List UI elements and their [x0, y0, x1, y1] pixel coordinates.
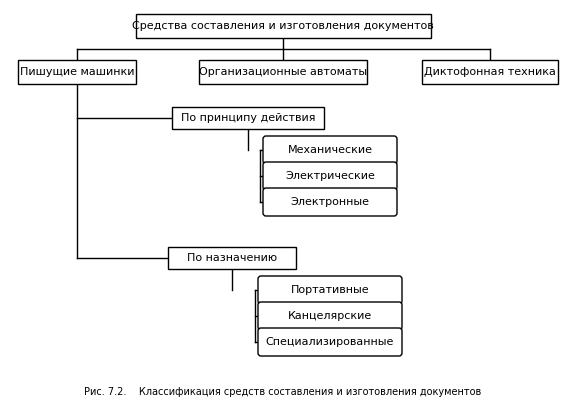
Text: Пишущие машинки: Пишущие машинки — [20, 67, 134, 77]
FancyBboxPatch shape — [258, 276, 402, 304]
FancyBboxPatch shape — [422, 60, 558, 84]
FancyBboxPatch shape — [168, 247, 296, 269]
FancyBboxPatch shape — [172, 107, 324, 129]
FancyBboxPatch shape — [135, 14, 431, 38]
Text: Канцелярские: Канцелярские — [288, 311, 372, 321]
FancyBboxPatch shape — [263, 188, 397, 216]
Text: Специализированные: Специализированные — [266, 337, 394, 347]
Text: Рис. 7.2.    Классификация средств составления и изготовления документов: Рис. 7.2. Классификация средств составле… — [84, 387, 482, 397]
FancyBboxPatch shape — [199, 60, 367, 84]
Text: Электрические: Электрические — [285, 171, 375, 181]
FancyBboxPatch shape — [263, 162, 397, 190]
Text: Портативные: Портативные — [291, 285, 369, 295]
Text: По назначению: По назначению — [187, 253, 277, 263]
Text: По принципу действия: По принципу действия — [181, 113, 315, 123]
Text: Диктофонная техника: Диктофонная техника — [424, 67, 556, 77]
FancyBboxPatch shape — [18, 60, 136, 84]
Text: Электронные: Электронные — [290, 197, 370, 207]
FancyBboxPatch shape — [258, 328, 402, 356]
Text: Организационные автоматы: Организационные автоматы — [199, 67, 367, 77]
FancyBboxPatch shape — [263, 136, 397, 164]
Text: Средства составления и изготовления документов: Средства составления и изготовления доку… — [132, 21, 434, 31]
FancyBboxPatch shape — [258, 302, 402, 330]
Text: Механические: Механические — [288, 145, 372, 155]
